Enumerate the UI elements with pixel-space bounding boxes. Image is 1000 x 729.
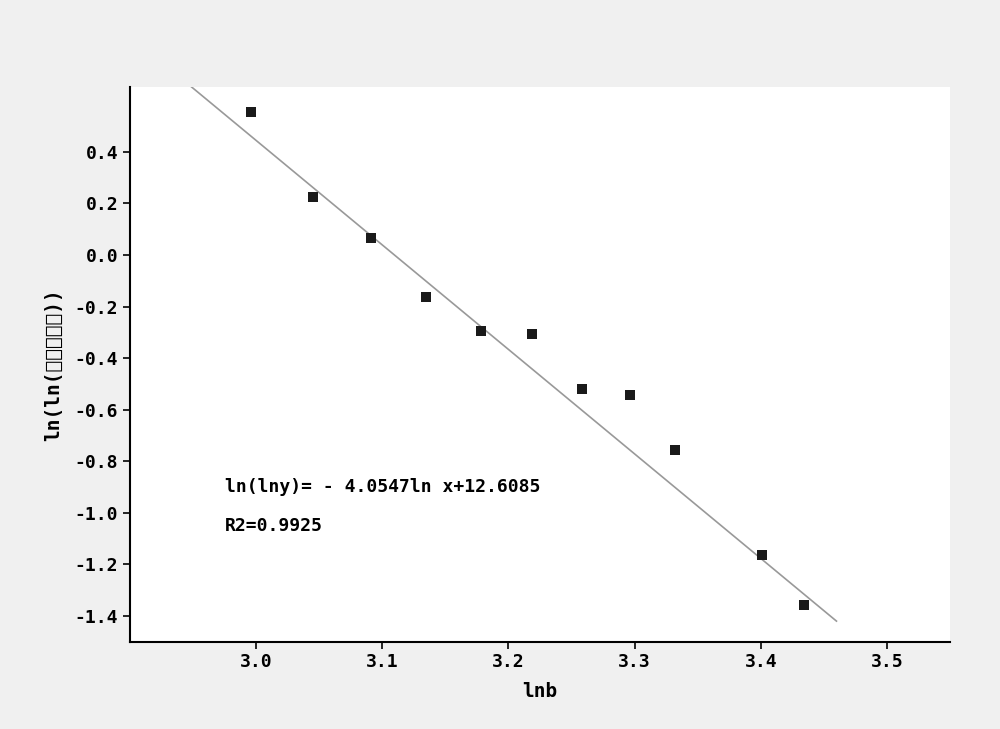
Point [305, 192, 321, 203]
Text: ln(lny)= - 4.0547ln x+12.6085: ln(lny)= - 4.0547ln x+12.6085 [225, 478, 540, 496]
Point [796, 600, 812, 612]
Point [363, 233, 379, 244]
Point [754, 550, 770, 561]
Point [473, 325, 489, 337]
Text: R2=0.9925: R2=0.9925 [225, 517, 322, 534]
Point [667, 444, 683, 456]
Y-axis label: ln(ln(叶绹素含量)): ln(ln(叶绹素含量)) [45, 288, 64, 441]
Point [243, 106, 259, 118]
Point [622, 389, 638, 401]
Point [418, 292, 434, 303]
Point [524, 328, 540, 340]
Point [574, 383, 590, 395]
X-axis label: lnb: lnb [522, 682, 558, 701]
